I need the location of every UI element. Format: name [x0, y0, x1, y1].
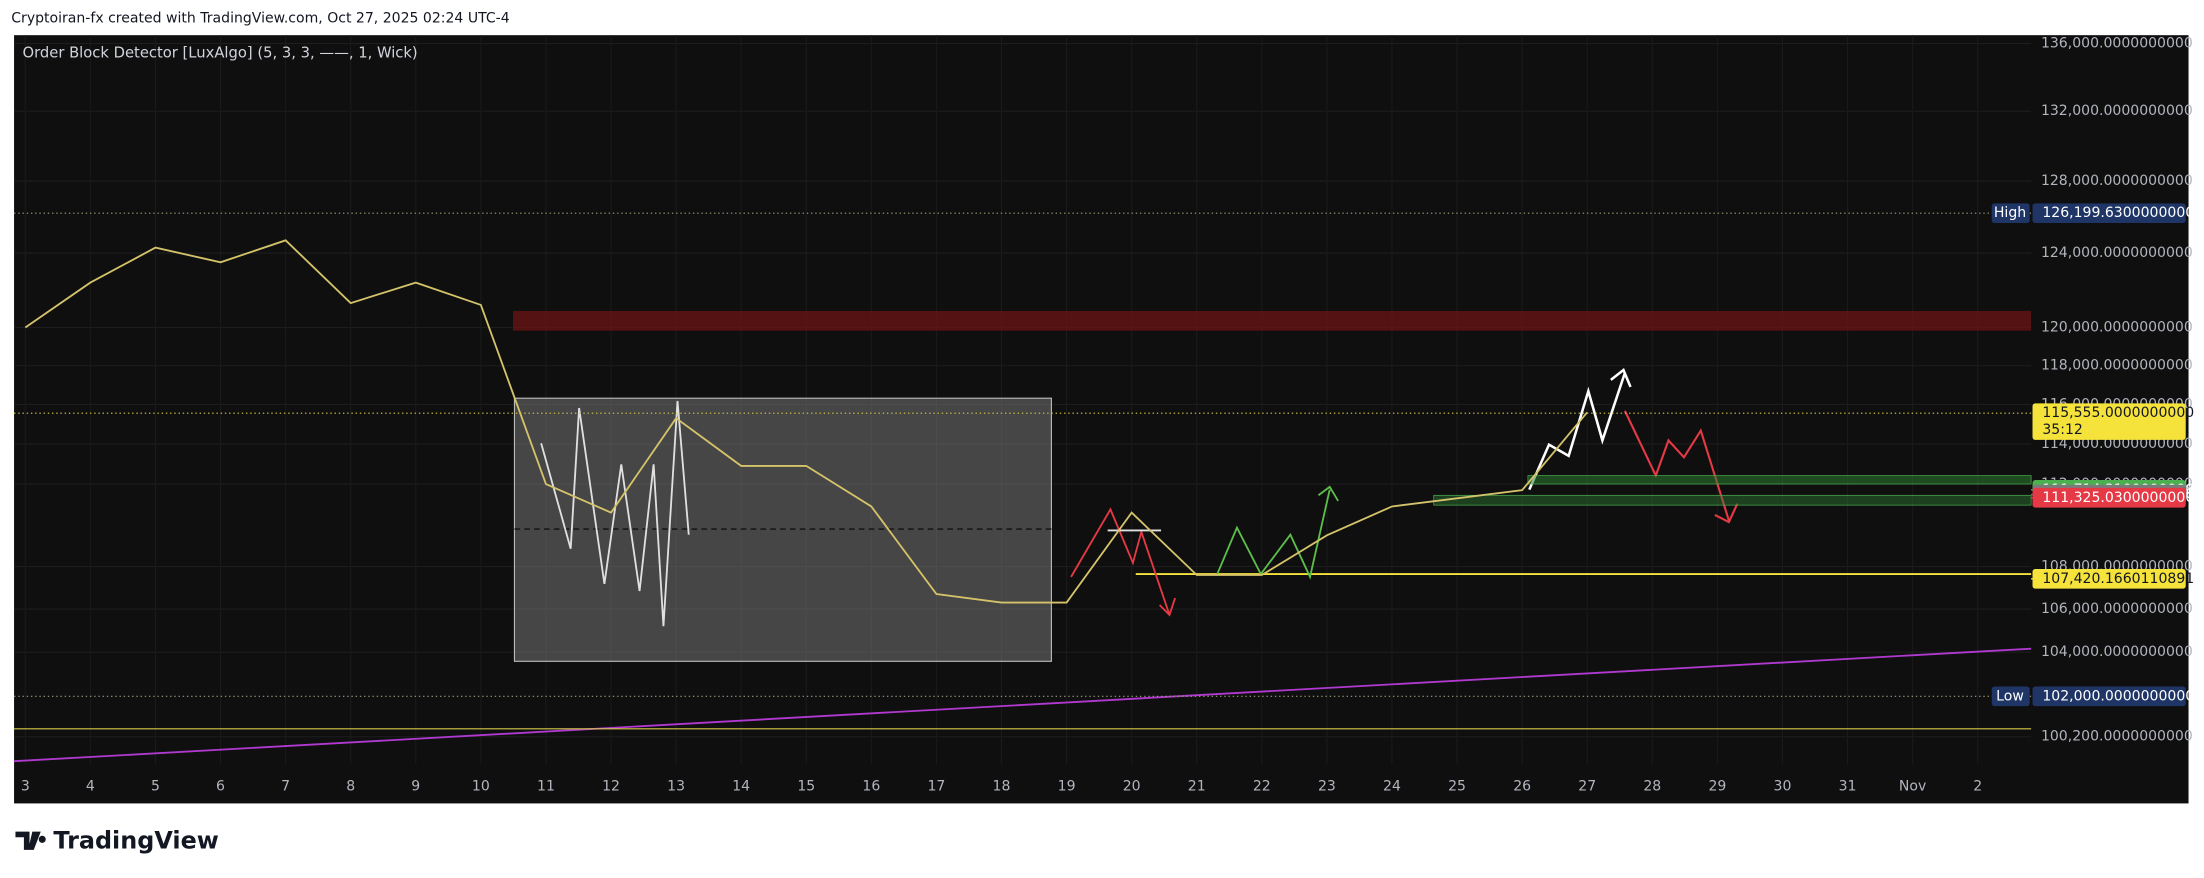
price-label: 115,555.0000000000: [2042, 405, 2194, 421]
header: Cryptoiran-fx created with TradingView.c…: [11, 10, 509, 26]
price-label: 111,325.0300000000: [2042, 490, 2194, 506]
x-tick-label: 5: [151, 779, 160, 795]
price-tag-name: High: [1994, 205, 2026, 221]
x-tick-label: 25: [1448, 779, 1466, 795]
price-label-box: [2032, 487, 2186, 508]
x-tick-label: 21: [1188, 779, 1206, 795]
x-tick-label: 4: [86, 779, 95, 795]
price-line: [24, 239, 1588, 604]
y-tick-label: 120,000.0000000000: [2041, 320, 2193, 336]
x-tick-label: 23: [1318, 779, 1336, 795]
x-tick-label: 17: [927, 779, 945, 795]
arrow-drawing: [1216, 489, 1331, 580]
x-tick-label: 8: [346, 779, 355, 795]
x-tick-label: 12: [602, 779, 620, 795]
x-tick-label: 2: [1973, 779, 1982, 795]
indicator-title: Order Block Detector [LuxAlgo] (5, 3, 3,…: [22, 44, 417, 61]
bull-zone: [1527, 475, 2032, 485]
arrow-drawing: [1623, 410, 1730, 521]
x-tick-label: 29: [1708, 779, 1726, 795]
y-tick-label: 114,000.0000000000: [2041, 436, 2193, 452]
arrow-head: [1610, 368, 1632, 388]
y-tick-label: 132,000.0000000000: [2041, 103, 2193, 119]
y-tick-label: 118,000.0000000000: [2041, 358, 2193, 374]
arrow-head: [1714, 503, 1739, 524]
price-tag-name: Low: [1996, 688, 2024, 704]
y-tick-label: 100,200.0000000000: [2041, 729, 2193, 745]
drawings: [540, 368, 2032, 627]
price-label: 126,199.6300000000: [2042, 205, 2194, 221]
x-tick-label: 11: [537, 779, 555, 795]
price-label-box: [2032, 403, 2186, 440]
price-label: 107,420.1660110891: [2042, 571, 2194, 587]
x-tick-label: 18: [993, 779, 1011, 795]
price-label-box: [2032, 203, 2186, 224]
arrow-head: [1317, 485, 1339, 502]
x-tick-label: Nov: [1899, 779, 1926, 795]
x-tick-label: 26: [1513, 779, 1531, 795]
y-tick-label: 106,000.0000000000: [2041, 601, 2193, 617]
y-tick-label: 104,000.0000000000: [2041, 644, 2193, 660]
x-tick-label: 31: [1839, 779, 1857, 795]
y-tick-label: 128,000.0000000000: [2041, 173, 2193, 189]
x-tick-label: 27: [1578, 779, 1596, 795]
price-tag: [1991, 686, 2030, 707]
grid: [14, 35, 2032, 765]
price-label: 102,000.0000000000: [2042, 688, 2194, 704]
x-tick-label: 30: [1774, 779, 1792, 795]
order-block-zone: [513, 310, 2032, 331]
x-tick-label: 15: [797, 779, 815, 795]
x-tick-label: 28: [1643, 779, 1661, 795]
x-tick-label: 22: [1253, 779, 1271, 795]
x-tick-label: 9: [411, 779, 420, 795]
x-tick-label: 20: [1123, 779, 1141, 795]
x-tick-label: 19: [1058, 779, 1076, 795]
chart-background: [14, 35, 2189, 804]
price-label-box: [2032, 686, 2186, 707]
x-tick-label: 24: [1383, 779, 1401, 795]
bull-zone: [1433, 494, 2032, 506]
brand: TradingView: [53, 826, 218, 854]
path-drawing: [540, 400, 690, 627]
x-tick-label: 10: [472, 779, 490, 795]
x-tick-label: 6: [216, 779, 225, 795]
arrow-head: [1158, 597, 1176, 617]
x-tick-label: 13: [667, 779, 685, 795]
y-tick-label: 136,000.0000000000: [2041, 35, 2193, 51]
price-tag: [1991, 203, 2030, 224]
price-label-box: [2032, 568, 2186, 589]
x-tick-label: 7: [281, 779, 290, 795]
x-tick-label: 14: [732, 779, 750, 795]
logo: TradingView: [15, 826, 219, 854]
x-tick-label: 16: [862, 779, 880, 795]
y-tick-label: 124,000.0000000000: [2041, 245, 2193, 261]
countdown: 35:12: [2042, 422, 2082, 438]
arrow-drawing: [1070, 507, 1171, 616]
trendline: [14, 647, 2032, 763]
x-tick-label: 3: [21, 779, 30, 795]
